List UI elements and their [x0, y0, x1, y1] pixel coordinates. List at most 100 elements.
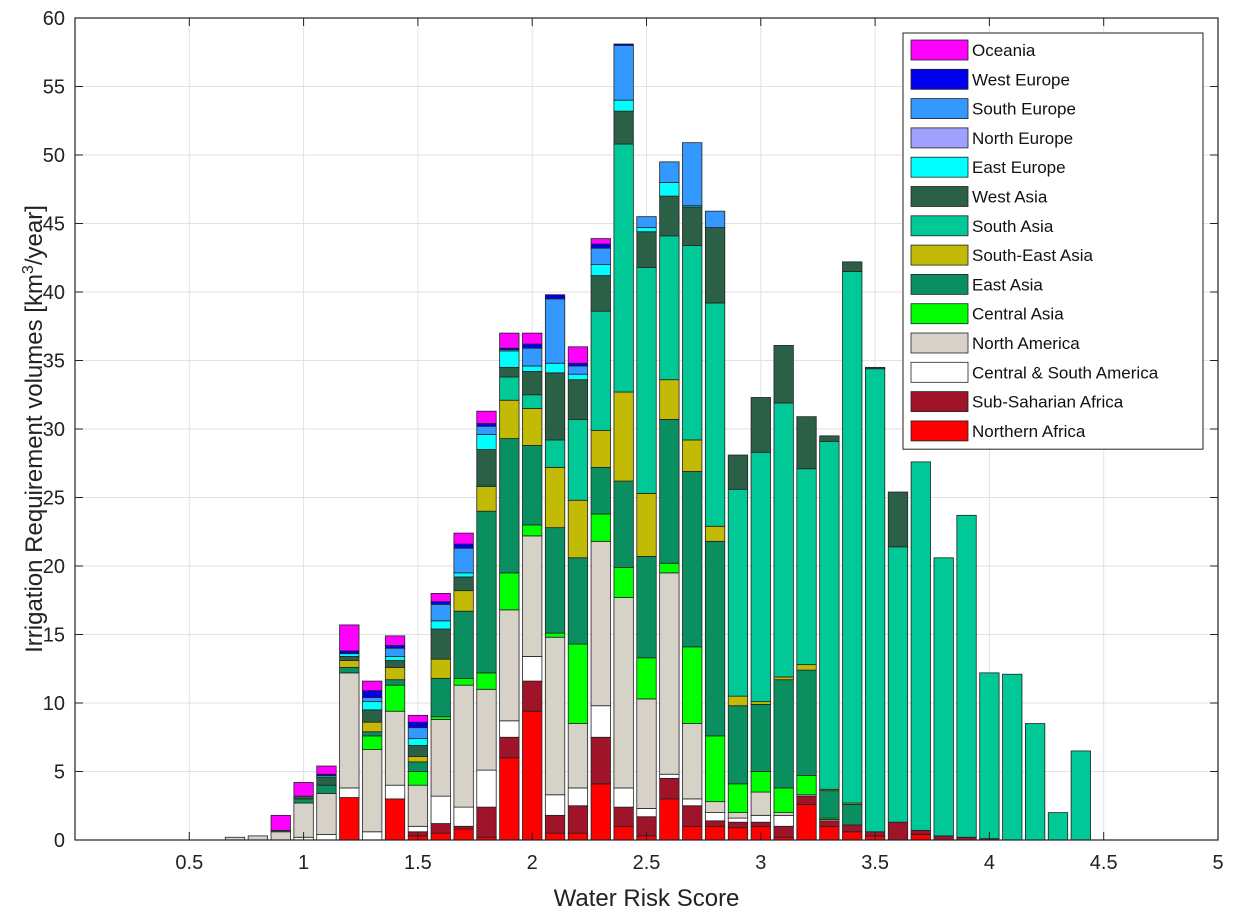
legend-swatch [910, 156, 969, 178]
bar-stack [773, 345, 794, 841]
bar-segment-oceania [270, 814, 291, 831]
bar-stack [819, 435, 840, 841]
legend: Oceania West Europe South Europe North Euro… [902, 32, 1204, 450]
legend-label: North America [972, 334, 1080, 353]
x-axis-label: Water Risk Score [554, 885, 740, 912]
x-tick-label: 3 [755, 852, 766, 874]
bar-segment-north-america [499, 609, 520, 722]
bar-segment-west-asia [727, 454, 749, 490]
bar-segment-south-asia [1047, 812, 1069, 841]
bar-segment-central-south-america [750, 814, 771, 823]
bar-stack [910, 461, 931, 841]
bar-segment-north-america [659, 572, 680, 775]
bar-segment-west-europe [522, 343, 543, 349]
bar-segment-northern-africa [544, 832, 566, 841]
bar-segment-east-europe [613, 99, 634, 112]
bar-stack [1002, 673, 1023, 841]
bar-segment-south-asia [864, 368, 886, 833]
bar-segment-west-asia [384, 660, 406, 668]
y-axis-label-sup: 3 [20, 265, 37, 274]
bar-segment-north-america [362, 749, 383, 833]
bar-segment-central-asia [659, 562, 680, 574]
bar-segment-oceania [384, 635, 406, 646]
y-tick-label: 25 [43, 488, 65, 510]
bar-stack [864, 366, 886, 841]
bar-stack [796, 416, 817, 841]
bar-stack [407, 714, 429, 841]
bar-segment-east-asia [567, 557, 589, 645]
bar-segment-east-asia [613, 480, 634, 568]
bar-segment-west-asia [293, 795, 314, 800]
bar-segment-west-asia [339, 656, 360, 661]
bar-segment-west-asia [819, 435, 840, 442]
legend-swatch [910, 244, 969, 266]
legend-item: Sub-Saharian Africa [910, 391, 1124, 413]
y-tick-label: 20 [43, 556, 65, 578]
bar-stack [476, 410, 497, 841]
bar-segment-central-asia [590, 513, 611, 542]
bar-segment-north-america [453, 684, 474, 808]
bar-segment-east-asia [499, 438, 520, 574]
bar-segment-west-asia [590, 275, 611, 312]
bar-segment-northern-africa [727, 827, 749, 841]
bar-stack [1070, 750, 1091, 841]
y-ticks: 0 5 10 15 20 25 30 35 40 45 50 55 60 [43, 8, 1218, 852]
y-tick-label: 5 [54, 762, 65, 784]
bar-segment-south-asia [522, 394, 543, 409]
bar-segment-central-south-america [682, 798, 703, 807]
bar-segment-west-asia [864, 366, 886, 370]
bar-stack [887, 491, 909, 841]
y-axis-label-tail: /year] [21, 205, 48, 265]
bar-segment-south-east-asia [636, 492, 657, 557]
bar-segment-central-south-america [567, 787, 589, 807]
bar-segment-south-east-asia [407, 756, 429, 763]
bar-segment-northern-africa [453, 828, 474, 841]
bar-segment-north-america [727, 812, 749, 819]
bar-segment-central-asia [407, 771, 429, 786]
bar-segment-south-asia [796, 468, 817, 666]
bar-segment-south-asia [1002, 673, 1023, 841]
bar-segment-northern-africa [384, 798, 406, 841]
bar-segment-north-america [750, 791, 771, 816]
bar-stack [933, 557, 954, 841]
legend-item: Central & South America [910, 361, 1159, 383]
bar-segment-central-asia [796, 775, 817, 796]
bar-segment-east-asia [339, 666, 360, 674]
legend-swatch [910, 186, 969, 207]
bar-segment-south-asia [704, 302, 726, 527]
bar-segment-south-europe [522, 347, 543, 367]
legend-item: East Europe [910, 156, 1066, 178]
bar-stack [956, 514, 977, 841]
bar-stack [727, 454, 749, 841]
bar-segment-north-america [522, 535, 543, 657]
bar-segment-south-asia [682, 245, 703, 441]
bar-segment-northern-africa [522, 710, 543, 841]
x-tick-label: 0.5 [175, 852, 203, 874]
bar-stack [704, 210, 726, 841]
bar-segment-north-america [682, 723, 703, 800]
legend-swatch [910, 273, 969, 295]
legend-item: East Asia [910, 273, 1043, 295]
bar-segment-east-asia [522, 445, 543, 526]
bar-stack [316, 765, 337, 841]
bar-segment-sub-saharian-africa [613, 806, 634, 827]
legend-item: South-East Asia [910, 244, 1094, 266]
bar-segment-sub-saharian-africa [499, 736, 520, 759]
legend-item: North America [910, 332, 1080, 354]
legend-swatch [910, 68, 969, 90]
bar-segment-central-south-america [522, 656, 543, 682]
bar-segment-south-asia [659, 235, 680, 381]
bar-segment-east-asia [293, 798, 314, 804]
bar-stack [590, 238, 611, 841]
bar-segment-central-south-america [613, 787, 634, 808]
bar-segment-east-europe [339, 653, 360, 657]
legend-label: South Europe [972, 100, 1076, 119]
bar-segment-sub-saharian-africa [704, 820, 726, 827]
bar-segment-central-south-america [384, 784, 406, 800]
bar-segment-east-europe [590, 264, 611, 276]
bar-segment-northern-africa [796, 803, 817, 841]
bar-segment-west-asia [704, 227, 726, 304]
x-tick-label: 1 [298, 852, 309, 874]
x-tick-label: 2 [527, 852, 538, 874]
legend-swatch [910, 420, 969, 442]
